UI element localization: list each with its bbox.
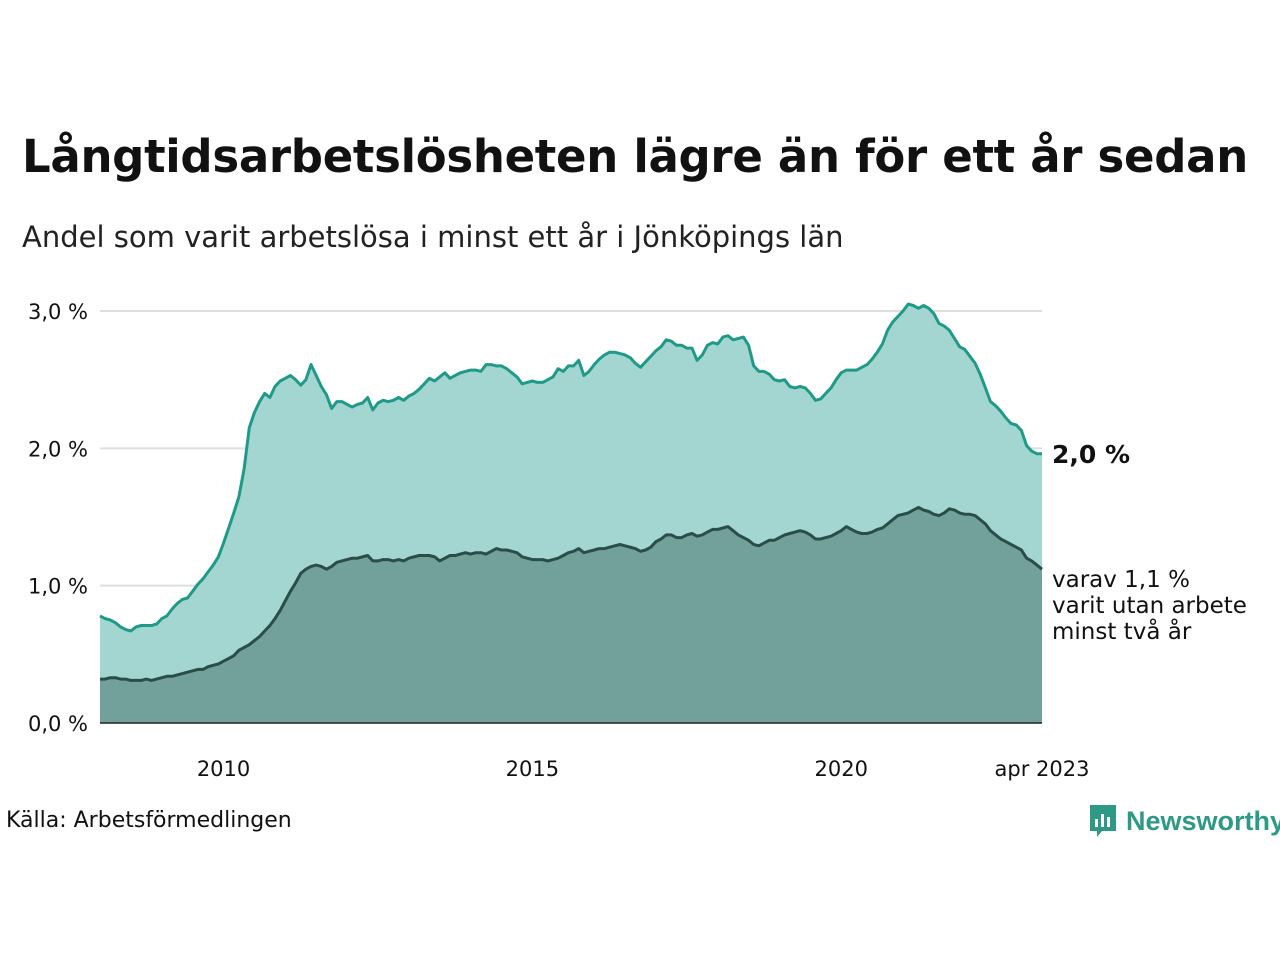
- newsworthy-logo: Newsworthy: [1088, 803, 1280, 839]
- y-axis-ticks: 0,0 % 1,0 % 2,0 % 3,0 %: [28, 300, 88, 736]
- newsworthy-logo-text: Newsworthy: [1126, 805, 1280, 836]
- x-tick-label: 2015: [506, 757, 559, 781]
- x-axis-ticks: 2010 2015 2020 apr 2023: [197, 757, 1090, 781]
- x-tick-label: 2010: [197, 757, 250, 781]
- x-tick-label: apr 2023: [995, 757, 1090, 781]
- end-value-label: 2,0 %: [1052, 440, 1130, 469]
- note-line: minst två år: [1052, 617, 1192, 645]
- y-tick-label: 1,0 %: [28, 575, 88, 599]
- y-tick-label: 0,0 %: [28, 712, 88, 736]
- area-series-group: [99, 302, 1043, 723]
- newsworthy-logo-icon: [1090, 805, 1116, 837]
- sub-series-note: varav 1,1 % varit utan arbete minst två …: [1052, 567, 1254, 645]
- y-tick-label: 2,0 %: [28, 437, 88, 461]
- area-fill-min2yr: [100, 507, 1042, 723]
- chart-subtitle: Andel som varit arbetslösa i minst ett å…: [22, 220, 844, 254]
- source-credit: Källa: Arbetsförmedlingen: [6, 808, 292, 833]
- series-line-min1yr: [99, 302, 1042, 633]
- note-line: varit utan arbete: [1052, 593, 1247, 619]
- series-line-min2yr: [100, 505, 1043, 682]
- y-tick-label: 3,0 %: [28, 300, 88, 324]
- x-tick-label: 2020: [815, 757, 868, 781]
- area-chart: 0,0 % 1,0 % 2,0 % 3,0 % 2010 2015 2020 apr 202…: [28, 300, 1254, 781]
- chart-title: Långtidsarbetslösheten lägre än för ett …: [22, 130, 1248, 183]
- note-line: varav 1,1 %: [1052, 567, 1190, 593]
